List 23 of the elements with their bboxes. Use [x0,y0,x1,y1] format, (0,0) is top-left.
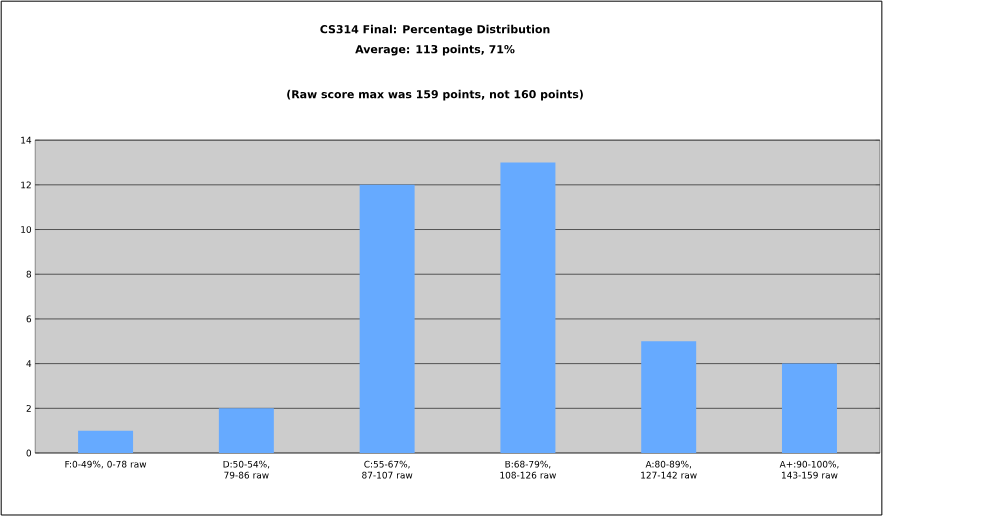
y-tick-label: 14 [21,136,32,144]
x-tick-label: F:0-49%, 0-78 raw [65,460,147,469]
chart-title: CS314 Final: Percentage Distribution [320,24,550,36]
x-tick-label: D:50-54%, 79-86 raw [223,460,270,479]
y-tick-label: 10 [21,226,32,233]
bar [500,162,556,453]
y-tick-label: 12 [21,181,31,189]
text: (Raw score max was 159 points, not 160 points) [287,89,583,101]
y-tick-label: 0 [26,449,32,457]
x-tick-label: B:68-79%, 108-126 raw [500,460,556,479]
bar [641,341,697,453]
bar [359,184,415,453]
x-tick-label: A+:90-100%, 143-159 raw [779,460,839,479]
bar [781,363,837,453]
x-tick-label: C:55-67%, 87-107 raw [362,460,413,479]
y-tick-label: 6 [26,315,32,323]
y-tick-label: 8 [26,270,32,278]
x-tick-label: A:80-89%, 127-142 raw [641,460,697,479]
bar [218,408,274,453]
chart-subtitle: Average: 113 points, 71% [355,44,515,56]
bar [78,430,134,453]
y-tick-label: 4 [26,360,32,367]
y-tick-label: 2 [26,404,31,412]
